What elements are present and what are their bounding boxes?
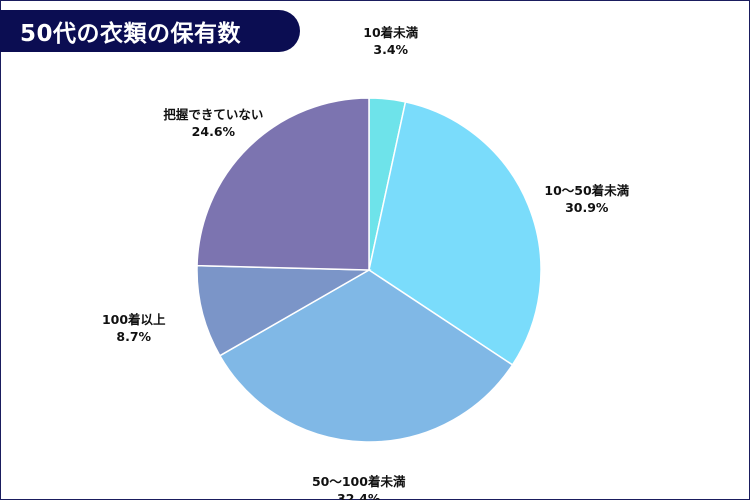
title-banner: 50代の衣類の保有数	[0, 10, 300, 52]
slice-category-label: 把握できていない	[163, 107, 263, 122]
pie-slice-5	[196, 97, 370, 271]
slice-percent-label: 24.6%	[192, 124, 236, 139]
slice-percent-label: 30.9%	[565, 200, 609, 215]
pie-slice-4	[196, 264, 372, 357]
slice-category-label: 50〜100着未満	[312, 474, 406, 489]
slice-category-label: 100着以上	[102, 312, 166, 327]
pie-slice-2	[368, 101, 542, 366]
slice-category-label: 10着未満	[363, 25, 418, 40]
pie-slice-3	[218, 269, 514, 443]
pie-slices	[196, 97, 542, 443]
pie-labels: 10着未満 3.4% 10〜50着未満 30.9% 50〜100着未満 32.4% 100着…	[102, 25, 630, 500]
slice-percent-label: 8.7%	[116, 329, 151, 344]
slice-category-label: 10〜50着未満	[544, 183, 629, 198]
slice-percent-label: 32.4%	[337, 491, 381, 500]
chart-title: 50代の衣類の保有数	[20, 21, 242, 47]
slice-percent-label: 3.4%	[373, 42, 408, 57]
